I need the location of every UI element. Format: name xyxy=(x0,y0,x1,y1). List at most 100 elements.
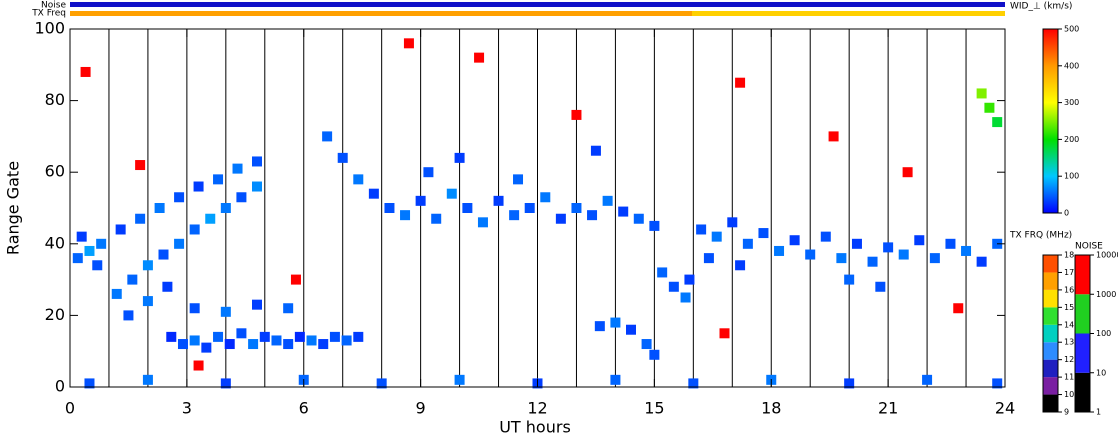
colorbar-tick-label: 10 xyxy=(1064,390,1074,399)
echo-cell xyxy=(224,339,235,350)
echo-cell xyxy=(96,238,107,249)
colorbar-label: NOISE xyxy=(1075,242,1103,252)
echo-cell xyxy=(509,210,520,221)
echo-cell xyxy=(844,378,855,389)
x-tick-label: 21 xyxy=(878,399,898,418)
colorbar-segment xyxy=(1043,307,1058,325)
colorbar-segment xyxy=(1043,359,1058,378)
echo-cell xyxy=(774,245,785,256)
txfreq-strip xyxy=(692,11,1005,16)
echo-cell xyxy=(649,349,660,360)
echo-cell xyxy=(571,203,582,213)
echo-cell xyxy=(111,288,122,299)
echo-cell xyxy=(220,203,231,213)
colorbar-segment xyxy=(1043,342,1058,360)
echo-cell xyxy=(703,253,714,264)
echo-cell xyxy=(587,210,598,221)
echo-cell xyxy=(232,163,243,174)
colorbar-tick-label: 10000 xyxy=(1096,251,1118,260)
x-axis-label: UT hours xyxy=(499,418,571,436)
echo-cell xyxy=(462,203,473,213)
echo-cell xyxy=(820,231,831,242)
echo-cell xyxy=(92,260,103,271)
echo-cell xyxy=(127,274,138,285)
echo-cell xyxy=(594,321,605,332)
echo-cell xyxy=(135,213,146,224)
colorbar-tick-label: 13 xyxy=(1064,338,1074,347)
echo-cell xyxy=(610,374,621,385)
echo-cell xyxy=(322,131,333,142)
y-tick-label: 100 xyxy=(34,19,65,38)
echo-cell xyxy=(431,213,442,224)
y-axis-label: Range Gate xyxy=(4,161,23,255)
colorbar-tick-label: 10 xyxy=(1096,368,1106,377)
echo-cell xyxy=(735,260,746,271)
echo-cell xyxy=(353,174,364,185)
echo-cell xyxy=(711,231,722,242)
colorbar-segment xyxy=(1043,324,1058,343)
echo-cell xyxy=(76,231,87,242)
echo-cell xyxy=(283,303,294,314)
echo-cell xyxy=(283,339,294,350)
echo-cell xyxy=(337,152,348,163)
colorbar-label: TX FRQ (MHz) xyxy=(1009,231,1072,241)
echo-cell xyxy=(474,52,485,63)
echo-cell xyxy=(166,331,177,342)
colorbar-segment xyxy=(1043,377,1058,395)
echo-cell xyxy=(368,188,379,199)
y-tick-label: 60 xyxy=(45,162,65,181)
echo-cell xyxy=(633,213,644,224)
echo-cell xyxy=(174,192,185,203)
echo-cell xyxy=(540,192,551,203)
echo-cell xyxy=(423,167,434,178)
echo-cell xyxy=(992,117,1003,128)
echo-cell xyxy=(727,217,738,228)
echo-cell xyxy=(158,249,169,260)
colorbar-tick-label: 1000 xyxy=(1096,290,1116,299)
colorbar-label: WID_⊥ (km/s) xyxy=(1010,2,1072,12)
echo-cell xyxy=(135,160,146,171)
echo-cell xyxy=(142,296,153,307)
echo-cell xyxy=(220,378,231,389)
echo-cell xyxy=(929,253,940,264)
echo-cell xyxy=(446,188,457,199)
echo-cell xyxy=(252,299,262,310)
colorbar-segment xyxy=(1043,272,1058,290)
echo-cell xyxy=(696,224,707,235)
colorbar-tick-label: 9 xyxy=(1064,408,1069,417)
colorbar-tick-label: 12 xyxy=(1064,355,1074,364)
echo-cell xyxy=(400,210,411,221)
echo-cell xyxy=(555,213,566,224)
echo-cell xyxy=(984,102,995,113)
x-tick-label: 15 xyxy=(644,399,664,418)
colorbar-segment xyxy=(1075,372,1090,412)
echo-cell xyxy=(836,253,847,264)
echo-cell xyxy=(384,203,395,213)
echo-cell xyxy=(115,224,126,235)
echo-cell xyxy=(945,238,956,249)
x-tick-label: 3 xyxy=(182,399,192,418)
noise-strip xyxy=(70,2,1005,7)
echo-cell xyxy=(189,335,200,346)
echo-cell xyxy=(976,256,987,267)
colorbar-tick-label: 16 xyxy=(1064,285,1074,294)
x-tick-label: 9 xyxy=(416,399,426,418)
echo-cell xyxy=(252,181,262,192)
colorbar-tick-label: 400 xyxy=(1064,61,1079,70)
echo-cell xyxy=(306,335,317,346)
echo-cell xyxy=(688,378,699,389)
colorbar-tick-label: 15 xyxy=(1064,303,1074,312)
colorbar xyxy=(1042,254,1059,413)
echo-cell xyxy=(154,203,165,213)
echo-cell xyxy=(259,331,270,342)
echo-cell xyxy=(524,203,535,213)
colorbar xyxy=(1042,28,1059,214)
echo-cell xyxy=(976,88,987,99)
colorbar-tick-label: 500 xyxy=(1064,25,1079,34)
x-tick-label: 24 xyxy=(995,399,1015,418)
colorbar-tick-label: 11 xyxy=(1064,373,1074,382)
echo-cell xyxy=(902,167,913,178)
echo-cell xyxy=(236,192,247,203)
